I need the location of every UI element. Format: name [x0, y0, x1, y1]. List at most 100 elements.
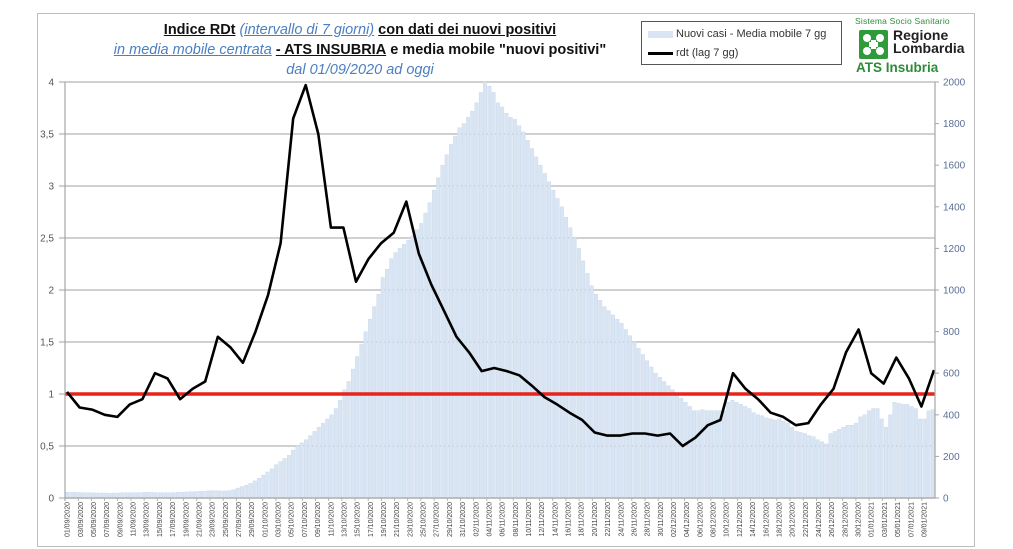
legend-label: rdt (lag 7 gg)	[676, 47, 739, 59]
bar	[380, 277, 385, 499]
x-tick-label: 29/10/2020	[447, 502, 454, 537]
bar	[261, 474, 266, 499]
bar	[632, 341, 637, 499]
bar	[594, 293, 598, 499]
x-tick-label: 26/12/2020	[829, 502, 836, 537]
bar	[257, 478, 261, 499]
bar	[504, 112, 509, 499]
x-tick-label: 02/11/2020	[473, 502, 480, 537]
y-tick-label-left: 1,5	[40, 338, 54, 349]
bar	[453, 135, 458, 499]
bar	[930, 409, 935, 499]
bar	[474, 102, 479, 499]
bar	[555, 198, 560, 499]
bar	[402, 244, 406, 499]
bar	[628, 335, 633, 499]
bar	[649, 366, 654, 499]
y-tick-label-right: 1600	[943, 161, 966, 172]
bar	[683, 402, 688, 499]
bar	[406, 239, 411, 499]
bar	[777, 418, 782, 499]
bar	[662, 381, 667, 499]
bar	[461, 123, 466, 499]
bar	[858, 416, 863, 499]
bar	[304, 439, 308, 499]
bar	[538, 164, 543, 499]
bar	[240, 486, 244, 499]
bar	[201, 490, 206, 499]
bar	[811, 436, 816, 499]
bar	[312, 431, 317, 499]
y-tick-label-right: 200	[943, 452, 960, 463]
bar	[269, 468, 274, 499]
logo-subtitle: ATS Insubria	[856, 60, 939, 75]
bar	[576, 248, 581, 499]
bar	[687, 406, 692, 499]
bar	[866, 410, 871, 499]
bar	[495, 102, 500, 499]
x-tick-label: 13/09/2020	[144, 502, 151, 537]
bar	[730, 400, 735, 499]
y-axis-right-labels: 0 200 400 600 800 1000 1200 1400 1600 1800 2000	[935, 78, 966, 505]
bar	[721, 410, 726, 499]
bar	[163, 492, 168, 499]
x-tick-label: 07/10/2020	[302, 502, 309, 537]
bar	[133, 492, 138, 499]
bar	[918, 418, 923, 499]
bar	[645, 360, 650, 499]
y-tick-label-right: 400	[943, 410, 960, 421]
x-tick-label: 28/11/2020	[645, 502, 652, 537]
x-tick-label: 11/10/2020	[328, 502, 335, 537]
bar	[517, 125, 522, 499]
y-tick-label-right: 0	[943, 494, 949, 505]
bar	[901, 404, 905, 499]
bar	[466, 117, 470, 499]
x-tick-label: 11/09/2020	[131, 502, 138, 537]
bar	[598, 300, 603, 499]
bar	[747, 408, 752, 499]
bar	[180, 491, 185, 499]
bar	[802, 433, 807, 499]
bar	[696, 410, 701, 499]
bar	[726, 402, 731, 499]
bar	[278, 461, 283, 499]
rdt-line	[65, 83, 936, 448]
bar	[807, 435, 812, 499]
bar	[547, 181, 551, 499]
bar	[794, 431, 799, 499]
y-tick-label-left: 3	[48, 182, 54, 193]
bar	[478, 92, 483, 499]
bar	[483, 81, 488, 499]
bar	[389, 258, 394, 499]
bar	[86, 492, 91, 499]
x-tick-label: 09/01/2021	[921, 502, 928, 537]
legend-swatch-line	[648, 51, 673, 55]
bar	[141, 492, 146, 499]
bar	[534, 156, 539, 499]
bar	[824, 443, 829, 499]
bar	[470, 110, 475, 499]
bar	[734, 402, 739, 499]
bar	[338, 400, 343, 499]
bar	[922, 418, 927, 499]
bar	[444, 154, 449, 499]
bar	[73, 492, 78, 499]
x-tick-label: 25/09/2020	[223, 502, 230, 537]
title-part: (intervallo di 7 giorni)	[239, 22, 375, 38]
bar	[248, 483, 253, 499]
bar	[619, 323, 624, 499]
bar	[423, 212, 428, 499]
bar	[815, 439, 820, 499]
bar	[666, 385, 671, 499]
bar	[568, 227, 573, 499]
bar	[606, 310, 611, 499]
bar	[790, 427, 795, 499]
y-tick-label-right: 2000	[943, 78, 966, 89]
bar	[410, 235, 415, 499]
bar	[756, 414, 760, 499]
bar	[197, 491, 202, 499]
bar	[773, 419, 778, 499]
bar	[329, 414, 334, 499]
x-tick-label: 22/11/2020	[605, 502, 612, 537]
bar	[602, 306, 607, 499]
